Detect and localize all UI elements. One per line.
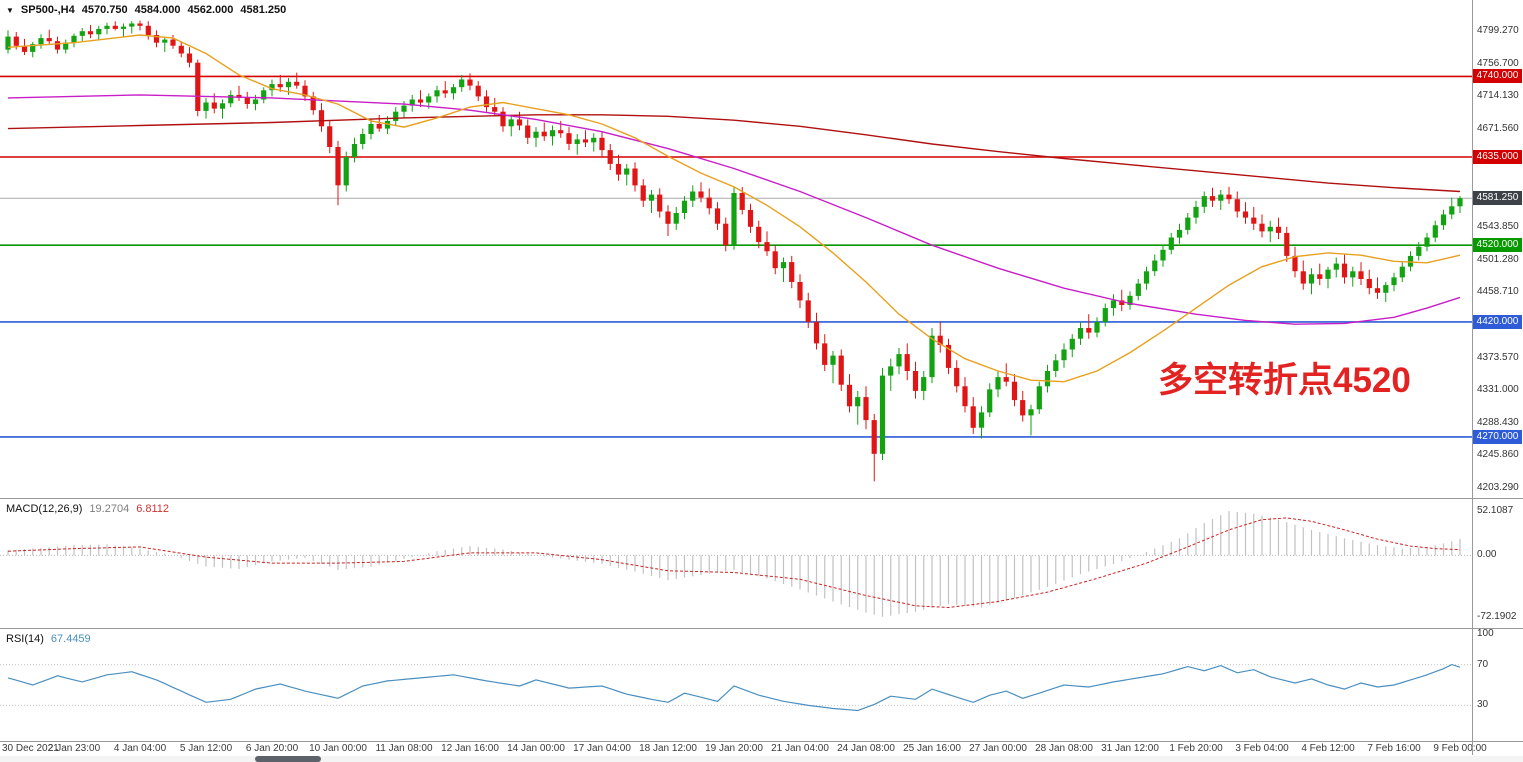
rsi-axis-tick: 70 xyxy=(1477,658,1489,670)
price-axis-tick: 4799.270 xyxy=(1477,25,1519,36)
ohlc-open-value: 4570.750 xyxy=(81,4,128,16)
price-axis-tick: 4714.130 xyxy=(1477,90,1519,102)
price-axis-tick: 4288.430 xyxy=(1477,416,1519,428)
macd-main-value: 19.2704 xyxy=(89,503,130,515)
macd-axis-tick: 0.00 xyxy=(1477,549,1497,561)
panel-splitter-macd-rsi[interactable] xyxy=(0,628,1523,629)
price-level-badge: 4270.000 xyxy=(1473,429,1522,444)
price-axis-tick: 4203.290 xyxy=(1477,482,1519,494)
ohlc-low-value: 4562.000 xyxy=(187,4,234,16)
time-axis-label: 4 Feb 12:00 xyxy=(1301,743,1355,754)
symbol-period-label: SP500-,H4 xyxy=(20,4,75,16)
macd-axis-tick: 52.1087 xyxy=(1477,505,1514,516)
rsi-title: RSI(14) xyxy=(6,633,44,645)
rsi-axis-tick: 100 xyxy=(1477,628,1494,639)
time-axis-label: 6 Jan 20:00 xyxy=(245,743,299,754)
price-level-badge: 4420.000 xyxy=(1473,314,1522,329)
price-axis-tick: 4543.850 xyxy=(1477,220,1519,232)
time-axis-label: 2 Jan 23:00 xyxy=(47,743,101,754)
price-axis-tick: 4671.560 xyxy=(1477,122,1519,134)
time-axis-label: 25 Jan 16:00 xyxy=(903,743,961,754)
price-axis-tick: 4331.000 xyxy=(1477,384,1519,396)
rsi-axis-tick: 30 xyxy=(1477,699,1489,711)
time-axis-label: 5 Jan 12:00 xyxy=(179,743,233,754)
time-axis-label: 28 Jan 08:00 xyxy=(1035,743,1093,754)
price-axis-separator xyxy=(1472,0,1473,755)
macd-indicator-header: MACD(12,26,9) 19.2704 6.8112 xyxy=(6,503,169,515)
panel-splitter-main-macd[interactable] xyxy=(0,498,1523,499)
time-axis-label: 18 Jan 12:00 xyxy=(639,743,697,754)
time-axis-label: 10 Jan 00:00 xyxy=(309,743,367,754)
time-axis-label: 27 Jan 00:00 xyxy=(969,743,1027,754)
macd-panel-canvas[interactable] xyxy=(0,499,1472,628)
time-axis-label: 24 Jan 08:00 xyxy=(837,743,895,754)
price-level-badge: 4740.000 xyxy=(1473,69,1522,84)
time-axis-label: 1 Feb 20:00 xyxy=(1169,743,1223,754)
chart-ohlc-header: ▼ SP500-,H4 4570.750 4584.000 4562.000 4… xyxy=(6,4,286,16)
time-axis-label: 11 Jan 08:00 xyxy=(375,743,433,754)
time-axis-label: 9 Feb 00:00 xyxy=(1433,743,1487,754)
chart-scrollbar-track[interactable] xyxy=(0,756,1523,762)
time-axis-label: 30 Dec 2021 xyxy=(2,743,59,754)
price-axis-tick: 4501.280 xyxy=(1477,253,1519,265)
rsi-value: 67.4459 xyxy=(50,633,91,645)
ohlc-high-value: 4584.000 xyxy=(134,4,181,16)
price-level-badge: 4635.000 xyxy=(1473,149,1522,164)
chart-annotation-text[interactable]: 多空转折点4520 xyxy=(1158,361,1411,400)
macd-signal-value: 6.8112 xyxy=(136,503,170,515)
rsi-panel-canvas[interactable] xyxy=(0,629,1472,739)
price-axis-tick: 4458.710 xyxy=(1477,286,1519,298)
ohlc-close-value: 4581.250 xyxy=(240,4,287,16)
price-chart-canvas[interactable] xyxy=(0,0,1472,498)
time-axis-label: 14 Jan 00:00 xyxy=(507,743,565,754)
price-axis-tick: 4245.860 xyxy=(1477,449,1519,461)
time-axis-label: 21 Jan 04:00 xyxy=(771,743,829,754)
current-price-badge: 4581.250 xyxy=(1473,191,1522,206)
price-axis-tick: 4373.570 xyxy=(1477,351,1519,363)
time-axis-label: 4 Jan 04:00 xyxy=(113,743,167,754)
time-axis-label: 12 Jan 16:00 xyxy=(441,743,499,754)
macd-title: MACD(12,26,9) xyxy=(6,503,83,515)
time-axis-label: 7 Feb 16:00 xyxy=(1367,743,1421,754)
panel-splitter-rsi-time[interactable] xyxy=(0,741,1523,742)
price-axis-tick: 4756.700 xyxy=(1477,57,1519,69)
macd-axis-tick: -72.1902 xyxy=(1477,611,1517,622)
chart-scrollbar-handle[interactable] xyxy=(255,756,321,762)
time-axis-label: 31 Jan 12:00 xyxy=(1101,743,1159,754)
time-axis-label: 17 Jan 04:00 xyxy=(573,743,631,754)
price-level-badge: 4520.000 xyxy=(1473,238,1522,253)
rsi-indicator-header: RSI(14) 67.4459 xyxy=(6,633,91,645)
time-axis-label: 3 Feb 04:00 xyxy=(1235,743,1289,754)
symbol-menu-icon[interactable]: ▼ xyxy=(6,5,14,15)
time-axis-label: 19 Jan 20:00 xyxy=(705,743,763,754)
